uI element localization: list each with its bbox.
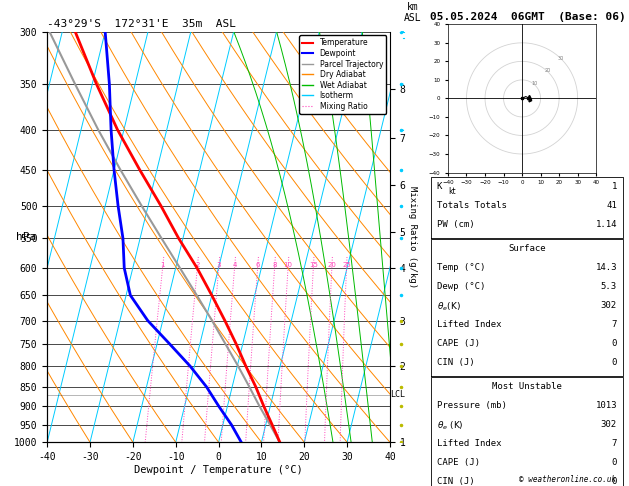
Text: $\theta_e$ (K): $\theta_e$ (K): [437, 420, 464, 433]
Text: 1: 1: [611, 182, 617, 191]
Text: 10: 10: [284, 262, 292, 268]
Text: 1: 1: [160, 262, 165, 268]
Text: 8: 8: [272, 262, 277, 268]
X-axis label: Dewpoint / Temperature (°C): Dewpoint / Temperature (°C): [134, 465, 303, 475]
Text: km
ASL: km ASL: [403, 2, 421, 23]
Text: 15: 15: [309, 262, 318, 268]
Text: 41: 41: [606, 201, 617, 210]
Text: CIN (J): CIN (J): [437, 358, 474, 367]
Text: Pressure (mb): Pressure (mb): [437, 401, 506, 410]
Text: K: K: [437, 182, 442, 191]
Text: 7: 7: [611, 439, 617, 448]
Text: Lifted Index: Lifted Index: [437, 320, 501, 329]
Legend: Temperature, Dewpoint, Parcel Trajectory, Dry Adiabat, Wet Adiabat, Isotherm, Mi: Temperature, Dewpoint, Parcel Trajectory…: [299, 35, 386, 114]
Text: 5.3: 5.3: [601, 282, 617, 291]
Text: 6: 6: [255, 262, 260, 268]
Text: 0: 0: [611, 358, 617, 367]
Text: 14.3: 14.3: [596, 262, 617, 272]
Text: Lifted Index: Lifted Index: [437, 439, 501, 448]
Text: 05.05.2024  06GMT  (Base: 06): 05.05.2024 06GMT (Base: 06): [430, 12, 626, 22]
Text: CAPE (J): CAPE (J): [437, 339, 480, 348]
Text: 1.14: 1.14: [596, 220, 617, 229]
Text: © weatheronline.co.uk: © weatheronline.co.uk: [520, 474, 616, 484]
Text: -43°29'S  172°31'E  35m  ASL: -43°29'S 172°31'E 35m ASL: [47, 19, 236, 30]
Text: 20: 20: [327, 262, 337, 268]
Text: CAPE (J): CAPE (J): [437, 458, 480, 467]
Text: 0: 0: [611, 339, 617, 348]
Text: 2: 2: [195, 262, 199, 268]
Text: 20: 20: [545, 69, 551, 73]
Text: 25: 25: [342, 262, 351, 268]
Text: PW (cm): PW (cm): [437, 220, 474, 229]
Text: Temp (°C): Temp (°C): [437, 262, 485, 272]
Text: 0: 0: [611, 458, 617, 467]
Text: Dewp (°C): Dewp (°C): [437, 282, 485, 291]
Text: 3: 3: [216, 262, 221, 268]
Text: Totals Totals: Totals Totals: [437, 201, 506, 210]
X-axis label: kt: kt: [448, 187, 455, 195]
Text: LCL: LCL: [390, 390, 405, 399]
Text: 302: 302: [601, 301, 617, 310]
Text: 7: 7: [611, 320, 617, 329]
Text: Most Unstable: Most Unstable: [492, 382, 562, 391]
Text: 0: 0: [611, 477, 617, 486]
Text: 10: 10: [532, 82, 538, 87]
Text: 1013: 1013: [596, 401, 617, 410]
Text: Surface: Surface: [508, 243, 545, 253]
Text: 4: 4: [232, 262, 237, 268]
Text: CIN (J): CIN (J): [437, 477, 474, 486]
Text: 30: 30: [558, 55, 564, 60]
Text: 302: 302: [601, 420, 617, 429]
Y-axis label: Mixing Ratio (g/kg): Mixing Ratio (g/kg): [408, 186, 416, 288]
Text: hPa: hPa: [16, 232, 36, 242]
Text: $\theta_e$(K): $\theta_e$(K): [437, 301, 460, 313]
